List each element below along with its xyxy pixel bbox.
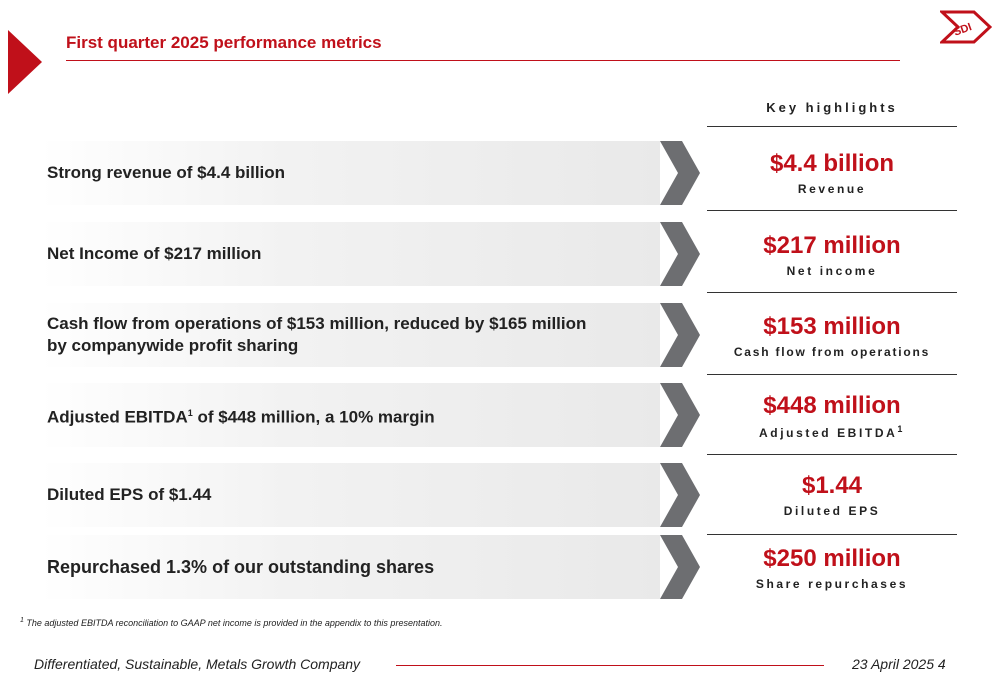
footnote-marker: 1 (187, 407, 193, 418)
metric-row-text: Repurchased 1.3% of our outstanding shar… (47, 557, 435, 577)
highlight-repurchases: $250 million Share repurchases (707, 545, 957, 591)
page-title: First quarter 2025 performance metrics (66, 33, 382, 52)
metric-row-text: Diluted EPS of $1.44 (47, 485, 212, 504)
highlight-label: Net income (786, 264, 878, 278)
metric-row-text: Net Income of $217 million (47, 244, 262, 263)
highlight-cash-flow: $153 million Cash flow from operations (707, 313, 957, 359)
metric-row-cash-flow: Cash flow from operations of $153 millio… (40, 303, 660, 367)
footnote-marker: 1 (20, 617, 24, 624)
chevron-right-icon (660, 463, 700, 527)
metric-row-eps: Diluted EPS of $1.44 (40, 463, 660, 527)
chevron-right-icon (660, 303, 700, 367)
footer-date-page: 23 April 2025 4 (852, 656, 946, 672)
metric-row-text: Adjusted EBITDA1 of $448 million, a 10% … (47, 402, 435, 429)
footnote-marker: 1 (897, 424, 905, 434)
footer-divider (396, 665, 824, 666)
highlight-value: $448 million (763, 392, 901, 419)
highlight-value: $4.4 billion (769, 150, 895, 177)
title-divider (66, 60, 900, 61)
metric-row-text-post: of $448 million, a 10% margin (192, 407, 435, 427)
sdi-logo: SDI (940, 10, 992, 44)
highlight-value: $153 million (763, 313, 901, 340)
chevron-right-icon (660, 383, 700, 447)
highlight-label-text: Adjusted EBITDA (759, 426, 898, 440)
highlight-label: Adjusted EBITDA1 (707, 424, 957, 440)
metric-row-text-pre: Adjusted EBITDA (47, 407, 188, 427)
metric-row-text: Cash flow from operations of $153 millio… (47, 313, 586, 357)
highlight-net-income: $217 million Net income (707, 232, 957, 278)
metric-row-text: Strong revenue of $4.4 billion (47, 163, 286, 182)
highlight-revenue: $4.4 billion Revenue (707, 150, 957, 196)
chevron-right-icon (660, 535, 700, 599)
highlight-divider (707, 292, 957, 293)
highlight-label: Diluted EPS (783, 504, 881, 518)
highlight-divider (707, 454, 957, 455)
highlight-divider (707, 534, 957, 535)
highlight-divider (707, 374, 957, 375)
highlight-eps: $1.44 Diluted EPS (707, 472, 957, 518)
highlight-value: $1.44 (801, 472, 863, 499)
metric-row-ebitda: Adjusted EBITDA1 of $448 million, a 10% … (40, 383, 660, 447)
chevron-right-icon (660, 141, 700, 205)
footnote-text: The adjusted EBITDA reconciliation to GA… (23, 618, 443, 628)
metric-row-repurchases: Repurchased 1.3% of our outstanding shar… (40, 535, 660, 599)
highlight-value: $250 million (763, 545, 901, 572)
footnote: 1 The adjusted EBITDA reconciliation to … (20, 617, 442, 628)
metric-row-text-line1: Cash flow from operations of $153 millio… (47, 314, 587, 333)
footer-tagline: Differentiated, Sustainable, Metals Grow… (34, 656, 361, 672)
highlight-label: Share repurchases (755, 577, 909, 591)
highlight-value: $217 million (763, 232, 901, 259)
highlight-divider (707, 210, 957, 211)
key-highlights-heading: Key highlights (766, 100, 898, 115)
highlight-ebitda: $448 million Adjusted EBITDA1 (707, 392, 957, 440)
metric-row-text-line2: by companywide profit sharing (47, 336, 299, 355)
highlight-divider (707, 126, 957, 127)
metric-row-net-income: Net Income of $217 million (40, 222, 660, 286)
chevron-right-icon (660, 222, 700, 286)
logo-text: SDI (952, 21, 973, 39)
red-chevron-accent-icon (8, 30, 42, 94)
highlight-label: Revenue (797, 182, 867, 196)
metric-row-revenue: Strong revenue of $4.4 billion (40, 141, 660, 205)
highlight-label: Cash flow from operations (733, 345, 931, 359)
